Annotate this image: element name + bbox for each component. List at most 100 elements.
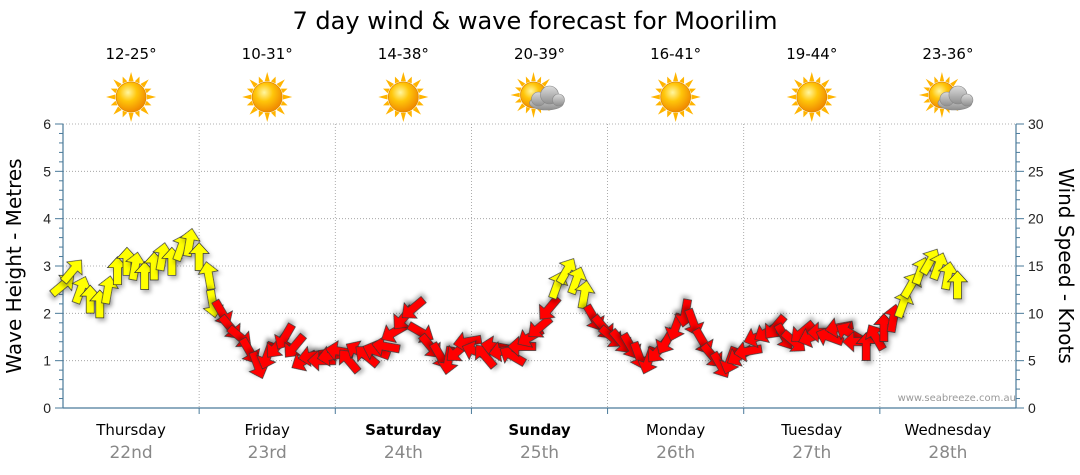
sun-ray <box>517 103 526 112</box>
sun-ray <box>242 94 252 100</box>
sun-ray <box>655 88 663 94</box>
day-name-label: Tuesday <box>780 421 842 439</box>
sun-ray <box>827 94 837 100</box>
partly-cloudy-icon <box>918 72 974 118</box>
day-name-label: Sunday <box>508 421 571 439</box>
left-tick-label: 4 <box>43 211 51 227</box>
wind-arrow <box>188 241 210 271</box>
wind-arrows <box>49 228 969 380</box>
sun-ray <box>122 110 128 118</box>
sunny-icon <box>242 72 293 122</box>
sun-ray <box>685 79 694 88</box>
sun-ray <box>416 88 424 94</box>
sun-ray <box>657 79 667 88</box>
right-tick-label: 5 <box>1028 353 1036 369</box>
sun-ray <box>934 106 939 114</box>
cloud-shape <box>937 85 974 111</box>
sun-ray <box>419 94 429 100</box>
sun-ray <box>791 88 799 94</box>
sun-ray <box>134 76 140 84</box>
sun-ray <box>258 76 264 84</box>
sunny-icon <box>650 72 701 122</box>
sun-ray <box>925 103 934 112</box>
sun-ray <box>128 72 134 82</box>
sun-ray <box>249 106 258 115</box>
sun-ray <box>950 78 959 87</box>
sun-ray <box>786 94 796 100</box>
day-name-label: Monday <box>646 421 705 439</box>
sun-ray <box>264 112 270 122</box>
sun-ray <box>394 76 400 84</box>
sun-ray <box>122 76 128 84</box>
wind-arrow <box>59 259 83 285</box>
sun-ray <box>280 88 288 94</box>
sun-ray <box>134 110 140 118</box>
sunny-icon <box>106 72 157 122</box>
sun-rays <box>106 72 157 122</box>
sun-disc <box>387 81 419 113</box>
sun-ray <box>270 110 276 118</box>
sun-ray <box>385 106 394 115</box>
sun-disc <box>796 81 828 113</box>
sun-ray <box>679 110 685 118</box>
sun-ray <box>918 92 929 98</box>
sun-ray <box>803 76 809 84</box>
sun-disc <box>660 81 692 113</box>
sun-rays <box>378 72 429 122</box>
day-date-label: 28th <box>928 443 967 463</box>
sun-ray <box>794 106 803 115</box>
sun-ray <box>815 76 821 84</box>
sun-ray <box>400 72 406 82</box>
wind-arrow <box>284 332 307 358</box>
sun-ray <box>794 79 803 88</box>
right-tick-label: 10 <box>1028 305 1044 321</box>
left-tick-label: 0 <box>43 400 51 416</box>
sun-ray <box>667 76 672 84</box>
sun-ray <box>691 94 701 100</box>
sun-ray <box>258 110 264 118</box>
sun-disc <box>115 81 147 113</box>
sun-ray <box>110 100 118 106</box>
sun-ray <box>803 110 809 118</box>
sun-ray <box>140 106 149 115</box>
day-name-label: Saturday <box>365 421 442 439</box>
chart-title: 7 day wind & wave forecast for Moorilim <box>293 7 778 35</box>
wind-arrow <box>539 294 562 320</box>
sun-ray <box>821 79 830 88</box>
temperature-label: 10-31° <box>242 45 293 63</box>
day-labels: Thursday 22nd Friday 23rd Saturday 24th Sunday… <box>95 421 991 463</box>
wind-arrow <box>179 228 201 258</box>
cloud-shape <box>529 85 565 111</box>
sun-ray <box>525 106 531 114</box>
sun-rays <box>650 72 701 122</box>
day-name-label: Friday <box>244 421 290 439</box>
right-tick-label: 15 <box>1028 258 1044 274</box>
sun-ray <box>264 72 270 82</box>
sun-ray <box>246 88 254 94</box>
left-axis-title: Wave Height - Metres <box>2 158 26 373</box>
sun-ray <box>106 94 116 100</box>
sun-ray <box>383 100 390 106</box>
sunny-icon <box>378 72 429 122</box>
day-name-label: Wednesday <box>905 421 992 439</box>
axes: 0 1 2 3 4 5 6 0 5 10 15 20 25 30 <box>43 116 1044 416</box>
sun-ray <box>140 79 149 88</box>
sun-ray <box>283 94 293 100</box>
right-tick-label: 20 <box>1028 211 1044 227</box>
day-date-label: 27th <box>792 443 831 463</box>
sun-ray <box>934 76 939 84</box>
sun-ray <box>270 76 276 84</box>
sun-ray <box>144 88 152 94</box>
wind-arrow <box>733 341 763 363</box>
sun-ray <box>412 79 422 88</box>
sun-ray <box>809 72 815 82</box>
sun-ray <box>383 88 390 94</box>
sun-ray <box>280 100 288 106</box>
sun-ray <box>657 106 667 115</box>
sun-ray <box>531 72 536 82</box>
sun-ray <box>394 110 400 118</box>
day-name-label: Thursday <box>95 421 166 439</box>
wind-arrow <box>401 296 427 319</box>
sun-ray <box>685 106 694 115</box>
